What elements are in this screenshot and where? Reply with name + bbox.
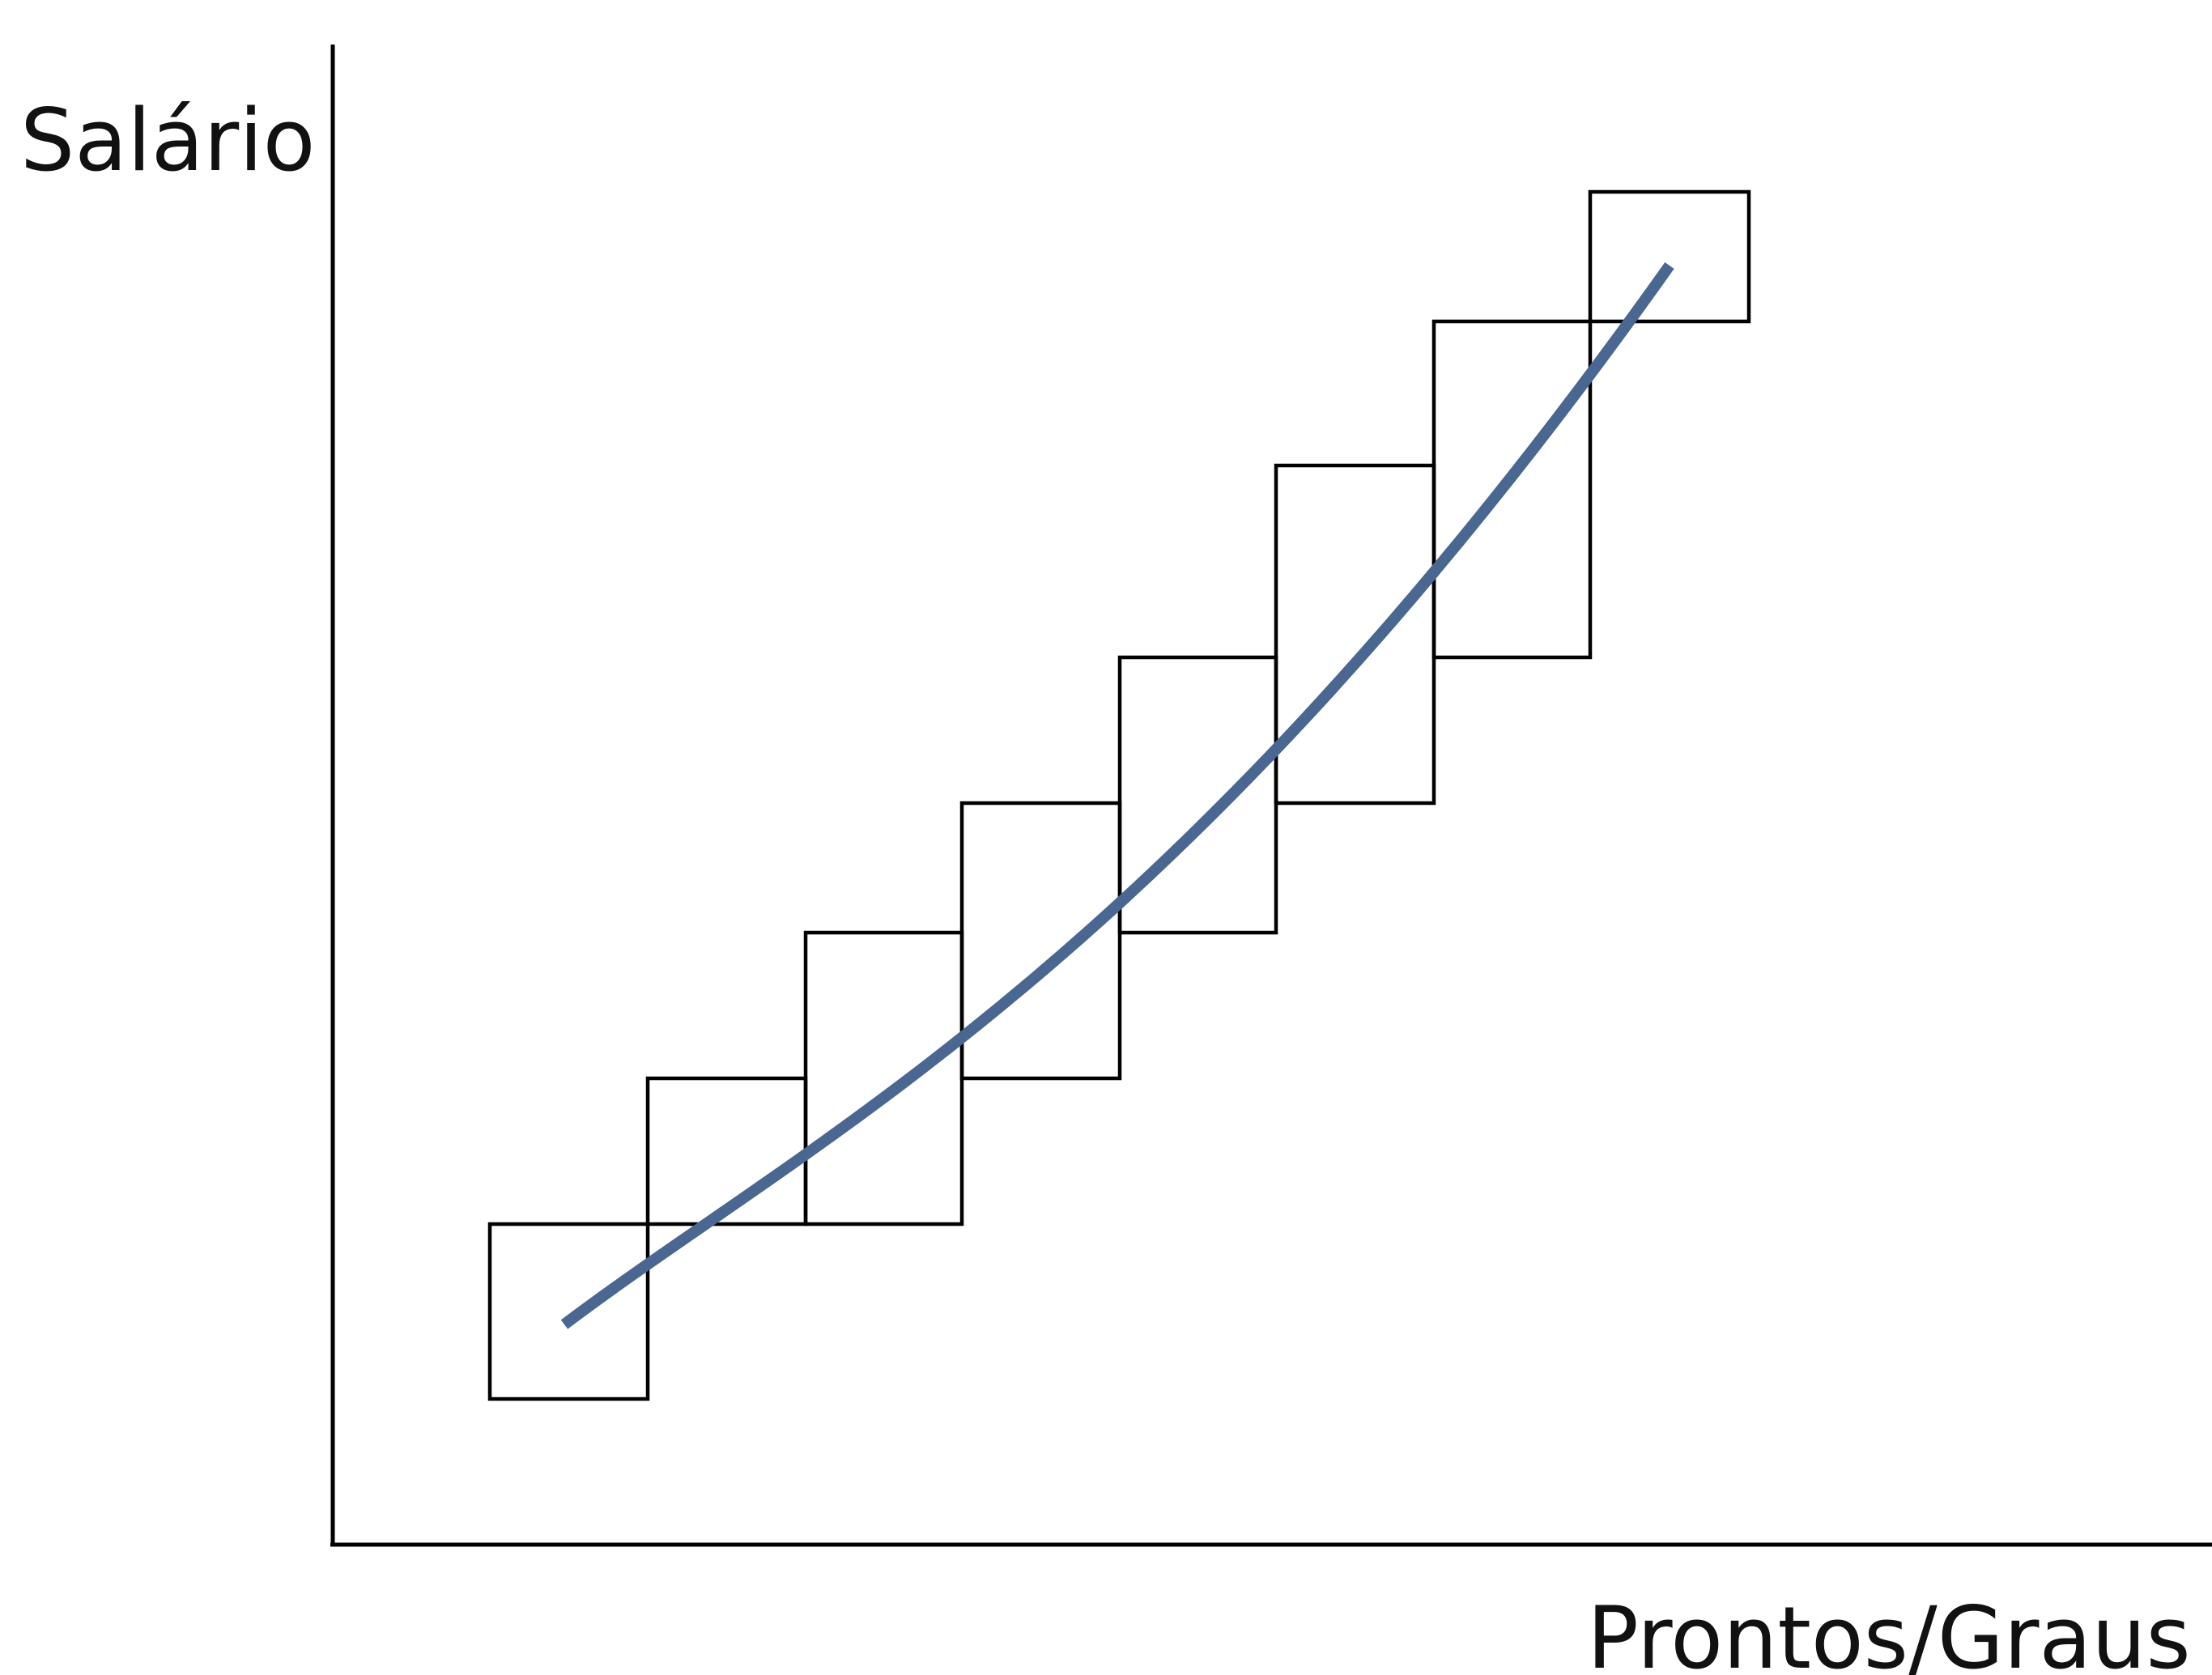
grade-box-2: [645, 1076, 808, 1226]
grade-box-8: [1588, 189, 1751, 324]
salary-curve: [560, 261, 1674, 1329]
grade-box-4: [959, 801, 1122, 1081]
grade-box-3: [803, 930, 964, 1226]
x-axis-label: Prontos/Graus: [1587, 1588, 2191, 1675]
grade-boxes: [487, 189, 1751, 1401]
grade-box-6: [1274, 463, 1436, 806]
y-axis-label: Salário: [20, 91, 316, 190]
grade-box-7: [1431, 319, 1593, 660]
grade-box-1: [487, 1222, 650, 1401]
grade-box-5: [1117, 655, 1278, 935]
